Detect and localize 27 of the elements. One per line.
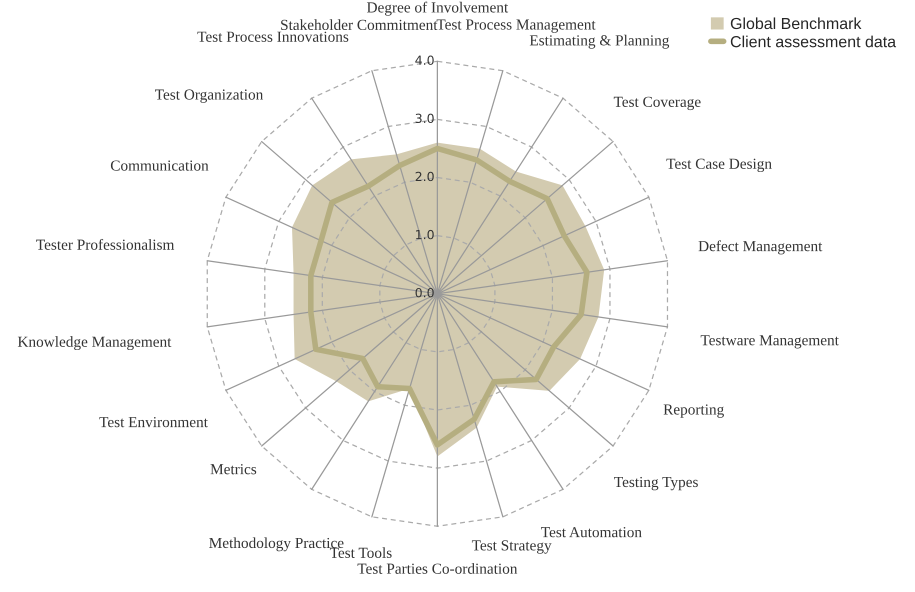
spoke-label: Defect Management [698, 240, 822, 254]
spoke-label: Test Process Management [436, 20, 596, 33]
legend-label: Global Benchmark [730, 17, 862, 30]
spoke-label: Degree of Involvement [366, 2, 508, 16]
spoke-label: Estimating & Planning [530, 34, 670, 49]
spoke-label: Test Case Design [666, 158, 772, 172]
spoke-label: Test Coverage [614, 96, 701, 110]
spoke-label: Communication [110, 160, 208, 171]
y-tick-label: 2.0 [416, 172, 434, 182]
y-tick-label: 3.0 [416, 114, 434, 124]
spoke-label: Reporting [664, 404, 724, 418]
spoke-label: Tester Professionalism [36, 238, 174, 250]
spoke-label: Testing Types [614, 476, 698, 490]
spoke-label: Testware Management [700, 335, 839, 348]
legend-label: Client assessment data [730, 36, 896, 48]
spoke-label: Test Environment [99, 416, 208, 428]
spoke-label: Test Organization [155, 89, 264, 103]
spoke-label: Knowledge Management [18, 336, 172, 350]
y-tick-label: 1.0 [416, 230, 434, 240]
spoke-label: Stakeholder Commitment [281, 19, 438, 30]
spoke-label: Test Parties Co-ordination [358, 563, 518, 574]
y-tick-label: 0.0 [416, 288, 434, 298]
spoke-label: Test Strategy [472, 540, 552, 554]
y-tick-label: 4.0 [415, 55, 434, 65]
spoke-label: Test Process Innovations [197, 32, 348, 42]
spoke-label: Test Automation [541, 527, 642, 538]
spoke-label: Metrics [210, 464, 256, 474]
